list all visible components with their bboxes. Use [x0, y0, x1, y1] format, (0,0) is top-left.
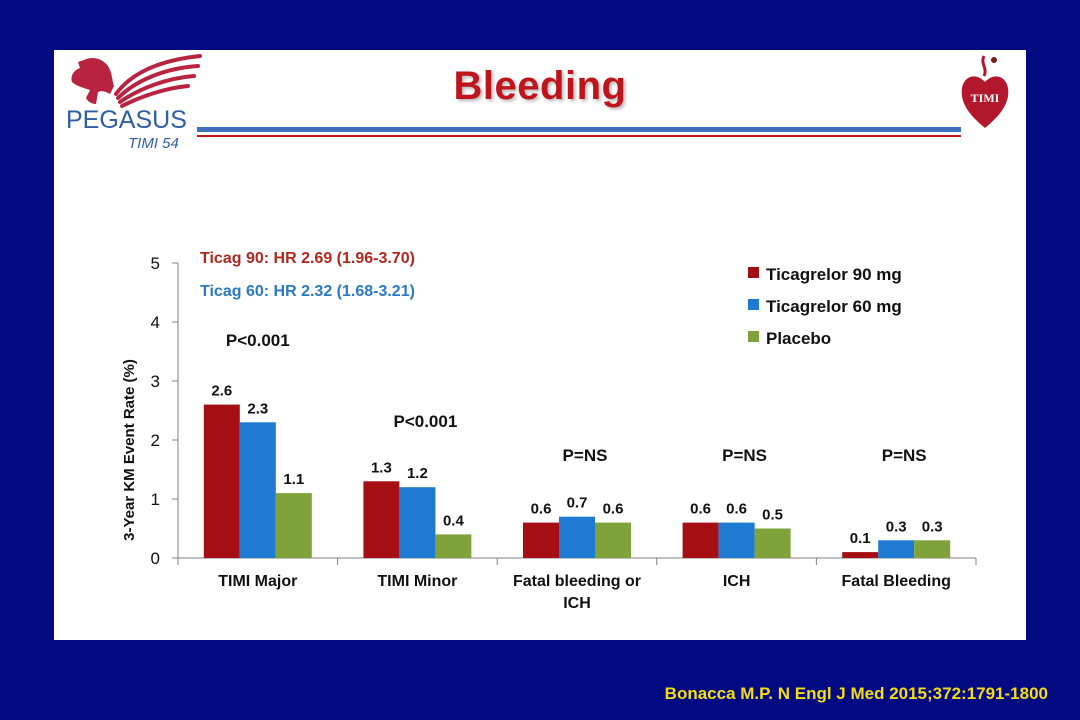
data-label: 0.3 — [922, 518, 943, 535]
bar — [203, 404, 240, 558]
citation: Bonacca M.P. N Engl J Med 2015;372:1791-… — [664, 684, 1048, 703]
y-tick-label: 5 — [151, 254, 160, 273]
bar — [878, 540, 915, 558]
wing-icon — [114, 54, 202, 108]
data-label: 2.3 — [247, 400, 268, 417]
y-tick-label: 1 — [151, 490, 160, 509]
bar — [239, 422, 276, 558]
bar — [275, 493, 312, 558]
bar — [435, 534, 472, 558]
legend-label-ticag90: Ticagrelor 90 mg — [766, 265, 902, 284]
p-value-label: P<0.001 — [226, 331, 290, 350]
category-label: TIMI Major — [218, 573, 297, 590]
data-label: 0.6 — [531, 501, 552, 518]
y-tick-label: 0 — [151, 549, 160, 568]
legend-swatch-ticag60 — [748, 299, 759, 310]
p-value-label: P=NS — [563, 446, 608, 465]
bar — [363, 481, 400, 558]
p-value-label: P<0.001 — [393, 412, 457, 431]
pegasus-logo-text: PEGASUS — [66, 106, 187, 134]
bar — [559, 516, 595, 558]
legend-label-placebo: Placebo — [766, 329, 831, 348]
data-label: 0.1 — [850, 530, 871, 547]
pegasus-logo-subtext: TIMI 54 — [128, 135, 179, 152]
slide-title: Bleeding — [453, 64, 627, 108]
legend-swatch-placebo — [748, 331, 759, 342]
data-label: 1.1 — [283, 471, 304, 488]
chart-legend: Ticagrelor 90 mg Ticagrelor 60 mg Placeb… — [748, 265, 902, 348]
title-divider-blue — [197, 127, 961, 132]
bar — [523, 522, 559, 558]
heart-icon — [961, 76, 1009, 128]
timi-logo: TIMI — [961, 55, 1009, 128]
pegasus-logo: PEGASUS TIMI 54 — [66, 54, 202, 152]
p-value-label: P=NS — [722, 446, 767, 465]
data-label: 0.6 — [726, 501, 747, 518]
legend-label-ticag60: Ticagrelor 60 mg — [766, 297, 902, 316]
data-label: 1.3 — [371, 459, 392, 476]
bar — [914, 540, 951, 558]
y-tick-label: 2 — [151, 431, 160, 450]
data-label: 0.3 — [886, 518, 907, 535]
category-label: ICH — [563, 595, 591, 612]
data-label: 1.2 — [407, 465, 428, 482]
bar — [399, 487, 436, 558]
data-label: 0.4 — [443, 512, 465, 529]
y-axis-title: 3-Year KM Event Rate (%) — [121, 359, 138, 541]
slide: PEGASUS TIMI 54 TIMI Bleeding 3-Year KM … — [54, 50, 1026, 640]
bar — [754, 528, 791, 558]
bar-chart: 3-Year KM Event Rate (%) Ticag 90: HR 2.… — [121, 250, 977, 612]
timi-logo-text: TIMI — [971, 91, 1000, 105]
bar — [718, 522, 755, 558]
bar — [682, 522, 719, 558]
data-label: 0.7 — [567, 495, 588, 512]
category-label: ICH — [723, 573, 751, 590]
data-label: 0.5 — [762, 507, 783, 524]
title-divider-red — [197, 135, 961, 137]
category-label: Fatal bleeding or — [513, 573, 641, 590]
legend-swatch-ticag90 — [748, 267, 759, 278]
bar — [842, 552, 879, 558]
data-label: 2.6 — [211, 383, 232, 400]
y-tick-label: 4 — [151, 313, 160, 332]
hr-annotation-ticag60: Ticag 60: HR 2.32 (1.68-3.21) — [200, 283, 415, 300]
horse-head-icon — [71, 58, 114, 104]
hr-annotation-ticag90: Ticag 90: HR 2.69 (1.96-3.70) — [200, 250, 415, 267]
category-label: Fatal Bleeding — [842, 573, 951, 590]
data-label: 0.6 — [690, 501, 711, 518]
y-tick-label: 3 — [151, 372, 160, 391]
category-label: TIMI Minor — [377, 573, 457, 590]
p-value-label: P=NS — [882, 446, 927, 465]
bar — [595, 522, 631, 558]
data-label: 0.6 — [603, 501, 624, 518]
